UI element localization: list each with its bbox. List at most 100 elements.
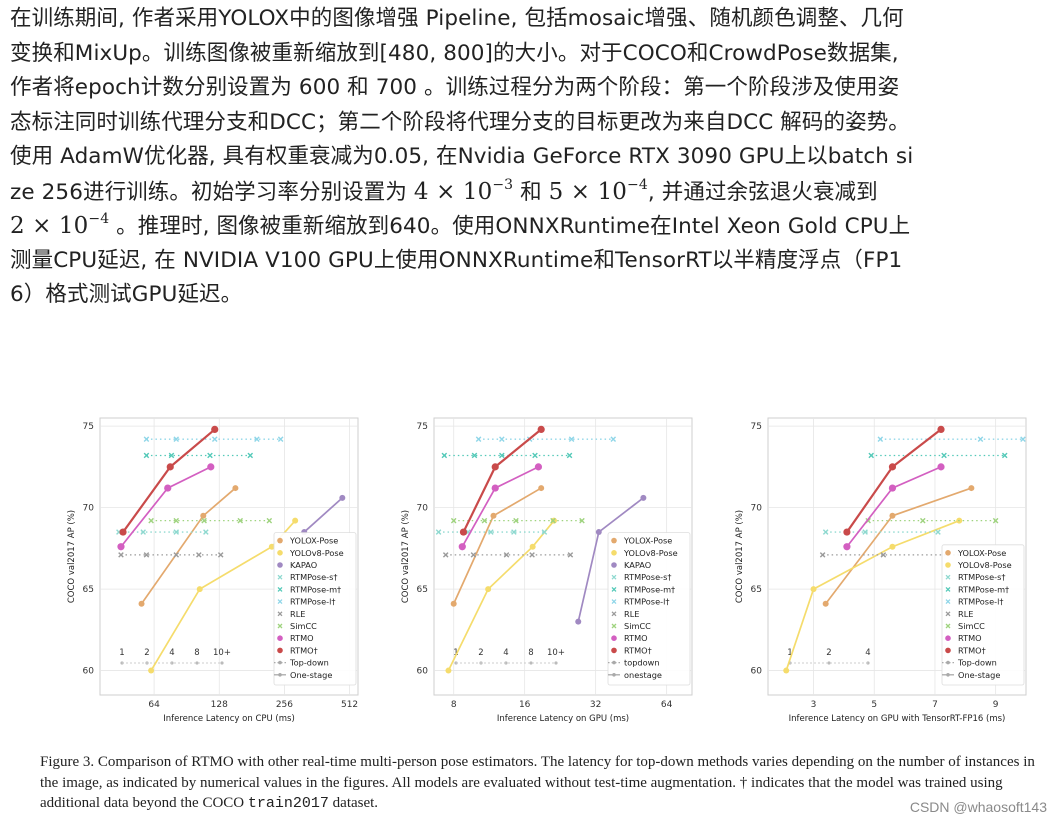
data-point	[450, 517, 457, 524]
paragraph-line-math: 2 × 10−4 。推理时, 图像被重新缩放到640。使用ONNXRuntime…	[10, 209, 1056, 244]
data-point	[534, 463, 543, 471]
data-point	[513, 517, 519, 524]
legend-label: KAPAO	[624, 560, 651, 570]
legend-marker	[611, 623, 617, 629]
y-tick-label: 75	[751, 422, 762, 432]
legend-marker	[945, 599, 951, 605]
instance-count-marker	[195, 661, 199, 665]
data-point	[783, 667, 790, 674]
paragraph-line: 变换和MixUp。训练图像被重新缩放到[480, 800]的大小。对于COCO和…	[10, 40, 899, 66]
x-tick-label: 9	[993, 700, 999, 710]
legend-label: YOLOX-Pose	[623, 536, 672, 546]
article-body: 在训练期间, 作者采用YOLOX中的图像增强 Pipeline, 包括mosai…	[10, 2, 1056, 313]
data-point	[117, 543, 125, 551]
legend-marker	[945, 635, 951, 641]
paragraph-line: 使用 AdamW优化器, 具有权重衰减为0.05, 在Nvidia GeForc…	[10, 144, 914, 169]
legend-marker	[611, 586, 617, 592]
legend-label: RLE	[624, 609, 639, 619]
legend-label: YOLOv8-Pose	[957, 560, 1012, 570]
x-tick-label: 64	[148, 700, 160, 710]
data-point	[268, 543, 275, 550]
y-tick-label: 70	[83, 504, 95, 514]
series-simcc	[450, 517, 585, 524]
legend-marker	[945, 586, 951, 592]
data-point	[977, 436, 984, 442]
data-point	[138, 600, 145, 607]
data-point	[173, 552, 180, 558]
data-point	[490, 512, 497, 519]
data-point	[532, 452, 538, 459]
data-point	[207, 452, 213, 459]
y-tick-label: 65	[751, 585, 762, 595]
data-point	[968, 485, 975, 492]
legend-marker	[277, 574, 283, 580]
data-point	[503, 552, 510, 558]
data-point	[538, 485, 545, 492]
instance-count-label: 4	[503, 648, 508, 658]
series-rtmo-dagger	[843, 425, 945, 536]
data-point	[470, 552, 477, 558]
legend-label: Top-down	[957, 658, 997, 668]
x-tick-label: 64	[661, 700, 673, 710]
data-point	[566, 452, 573, 459]
series-yolov8-pose	[783, 517, 963, 674]
instance-count-label: 1	[453, 648, 458, 658]
x-axis-label: Inference Latency on CPU (ms)	[163, 714, 295, 724]
legend-label: RTMPose-m†	[624, 584, 675, 594]
legend-marker	[612, 673, 616, 677]
legend-marker	[611, 562, 617, 568]
paragraph-line: 态标注同时训练代理分支和DCC；第二个阶段将代理分支的目标更改为来自DCC 解码…	[10, 109, 910, 135]
data-point	[541, 529, 548, 535]
legend-label: RTMPose-l†	[290, 597, 335, 607]
data-point	[843, 528, 851, 536]
series-rtmpose-m-dagger	[441, 452, 573, 459]
legend-label: RTMPose-s†	[290, 572, 337, 582]
y-axis-label: COCO val2017 AP (%)	[67, 510, 77, 603]
data-point	[610, 436, 617, 442]
data-point	[888, 463, 897, 471]
data-point	[511, 529, 517, 535]
y-tick-label: 60	[751, 667, 763, 677]
legend-box	[941, 544, 1025, 686]
legend-marker	[945, 647, 951, 654]
data-point	[550, 517, 556, 524]
legend-marker	[611, 537, 617, 544]
data-point	[485, 586, 492, 593]
legend-label: SimCC	[958, 621, 985, 631]
data-point	[203, 529, 209, 535]
legend-label: SimCC	[290, 621, 317, 631]
data-point	[475, 436, 482, 442]
data-point	[877, 436, 884, 442]
legend-label: One-stage	[958, 670, 1000, 680]
data-point	[173, 529, 180, 535]
legend-marker	[945, 574, 951, 580]
y-axis-label: COCO val2017 AP (%)	[401, 510, 411, 603]
data-point	[217, 552, 224, 558]
instance-count-marker	[827, 661, 831, 665]
series-simcc	[148, 517, 273, 524]
data-point	[595, 529, 602, 536]
data-point	[201, 517, 207, 524]
series-yolox-pose	[450, 485, 545, 607]
series-kapao	[575, 494, 647, 625]
instance-count-marker	[220, 661, 224, 665]
legend-marker	[611, 647, 617, 654]
x-tick-label: 16	[519, 700, 531, 710]
data-point	[481, 517, 488, 524]
data-point	[441, 452, 448, 459]
legend-marker	[277, 586, 283, 592]
legend-marker	[611, 574, 617, 580]
data-point	[247, 452, 254, 459]
data-point	[935, 529, 941, 535]
legend-marker	[945, 550, 951, 556]
data-point	[211, 436, 218, 442]
paragraph-text: , 并通过余弦退火衰减到	[647, 179, 878, 205]
legend-label: RTMO†	[624, 645, 652, 655]
data-point	[445, 667, 452, 674]
legend-marker	[277, 562, 283, 568]
data-point	[491, 484, 499, 492]
data-point	[143, 452, 150, 459]
data-point	[868, 452, 874, 459]
series-yolox-pose	[138, 485, 239, 607]
